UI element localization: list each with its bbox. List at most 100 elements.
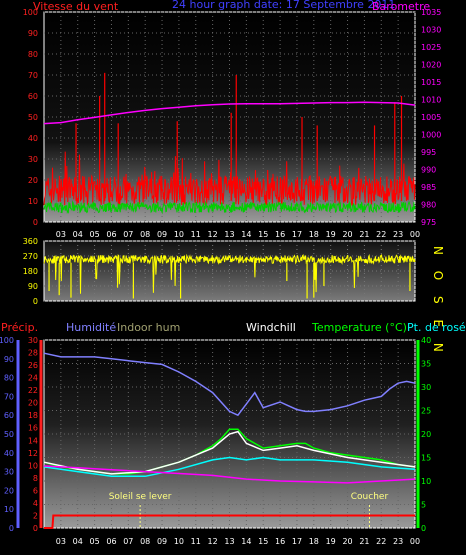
tick-label: 1005: [421, 113, 441, 122]
tick-label: 05: [89, 230, 99, 239]
tick-label: 995: [421, 148, 436, 157]
tick-label: 22: [28, 386, 38, 395]
tick-label: 14: [241, 537, 251, 546]
annotation-label: Coucher: [351, 492, 389, 502]
tick-label: 360: [23, 237, 38, 246]
wind-direction-panel: 0 90 180 270 360 N O S E N: [23, 237, 445, 358]
tick-label: 180: [23, 267, 38, 276]
tick-label: 24: [28, 374, 38, 383]
tick-label: 17: [292, 537, 302, 546]
tick-label: 22: [376, 230, 386, 239]
series-line: [43, 465, 416, 484]
label-windchill: Windchill: [246, 321, 296, 334]
tick-label: 12: [208, 537, 218, 546]
label-temperature: Temperature (°C): [311, 321, 407, 334]
tick-label: 15: [258, 537, 268, 546]
tick-label: 980: [421, 201, 436, 210]
tick-label: 15: [258, 230, 268, 239]
tick-label: 04: [73, 537, 83, 546]
tick-label: 1000: [421, 131, 441, 140]
tick-label: 21: [359, 230, 369, 239]
tick-label: 70: [4, 392, 14, 401]
tick-label: 6: [33, 486, 38, 495]
tick-label: 07: [123, 537, 133, 546]
tick-label: 20: [28, 176, 38, 185]
tick-label: 20: [4, 486, 14, 495]
tick-label: 12: [208, 230, 218, 239]
tick-label: 0: [33, 524, 38, 533]
tick-label: 30: [28, 155, 38, 164]
tick-label: 270: [23, 252, 38, 261]
tick-label: 09: [157, 230, 167, 239]
tick-label: 26: [28, 361, 38, 370]
tick-label: 80: [4, 374, 14, 383]
y-right-ticks-1: 975 980 985 990 995 1000 1005 1010 1015 1020 1025 1…: [421, 8, 441, 227]
tick-label: 40: [4, 449, 14, 458]
tick-label: 1025: [421, 43, 441, 52]
tick-label: 19: [326, 230, 336, 239]
tick-label: 10: [421, 477, 431, 486]
y-humidity-ticks: 0 10 20 30 40 50 60 70 80 90 100: [0, 336, 14, 533]
tick-label: 16: [275, 537, 285, 546]
tick-label: 30: [421, 383, 431, 392]
tick-label: 0: [421, 524, 426, 533]
chart-title-1: 24 hour graph date: 17 Septembre 2011: [172, 0, 395, 11]
tick-label: 06: [106, 230, 116, 239]
y-ticks-2: 0 90 180 270 360: [23, 237, 38, 306]
y-temperature-ticks: 0 5 10 15 20 25 30 35 40: [421, 336, 431, 533]
tick-label: 1020: [421, 61, 441, 70]
tick-label: 06: [106, 537, 116, 546]
tick-label: 0: [9, 524, 14, 533]
ylabel-right-1: Barometre: [372, 0, 430, 13]
series-line: [43, 430, 416, 475]
ylabel-left-1: Vitesse du vent: [33, 0, 119, 13]
tick-label: 10: [174, 537, 184, 546]
wind-average-line: [43, 200, 416, 215]
tick-label: 80: [28, 50, 38, 59]
wind-direction-line: [43, 253, 416, 294]
tick-label: 30: [28, 336, 38, 345]
series-3: [43, 352, 416, 529]
tick-label: 30: [4, 468, 14, 477]
tick-label: 16: [28, 424, 38, 433]
tick-label: 10: [4, 505, 14, 514]
tick-label: 60: [4, 411, 14, 420]
y-left-ticks-1: 0 10 20 30 40 50 60 70 80 90 100: [23, 8, 38, 227]
tick-label: 0: [33, 297, 38, 306]
tick-label: 990: [421, 166, 436, 175]
tick-label: 14: [241, 230, 251, 239]
tick-label: 5: [421, 501, 426, 510]
tick-label: 08: [140, 230, 150, 239]
sun-annotations: Soleil se lever Coucher: [109, 492, 389, 528]
tick-label: 1010: [421, 96, 441, 105]
tick-label: 60: [28, 92, 38, 101]
tick-label: 05: [89, 537, 99, 546]
tick-label: 11: [191, 537, 201, 546]
label-humidity: Humidité: [66, 321, 116, 334]
tick-label: 10: [28, 461, 38, 470]
tick-label: 18: [28, 411, 38, 420]
tick-label: 14: [28, 436, 38, 445]
tick-label: 70: [28, 71, 38, 80]
tick-label: 1015: [421, 78, 441, 87]
label-dewpoint: Pt. de rosée: [407, 321, 466, 334]
tick-label: 100: [0, 336, 14, 345]
compass-label: N O S E N: [431, 246, 445, 358]
tick-label: 20: [342, 537, 352, 546]
tick-label: 07: [123, 230, 133, 239]
tick-label: 4: [33, 499, 38, 508]
tick-label: 50: [28, 113, 38, 122]
series-line: [43, 352, 416, 417]
tick-label: 25: [421, 407, 431, 416]
tick-label: 23: [393, 230, 403, 239]
tick-label: 90: [28, 29, 38, 38]
tick-label: 08: [140, 537, 150, 546]
label-precip: Précip.: [1, 321, 38, 334]
grid-3: [16, 339, 420, 529]
tick-label: 975: [421, 218, 436, 227]
tick-label: 0: [33, 218, 38, 227]
